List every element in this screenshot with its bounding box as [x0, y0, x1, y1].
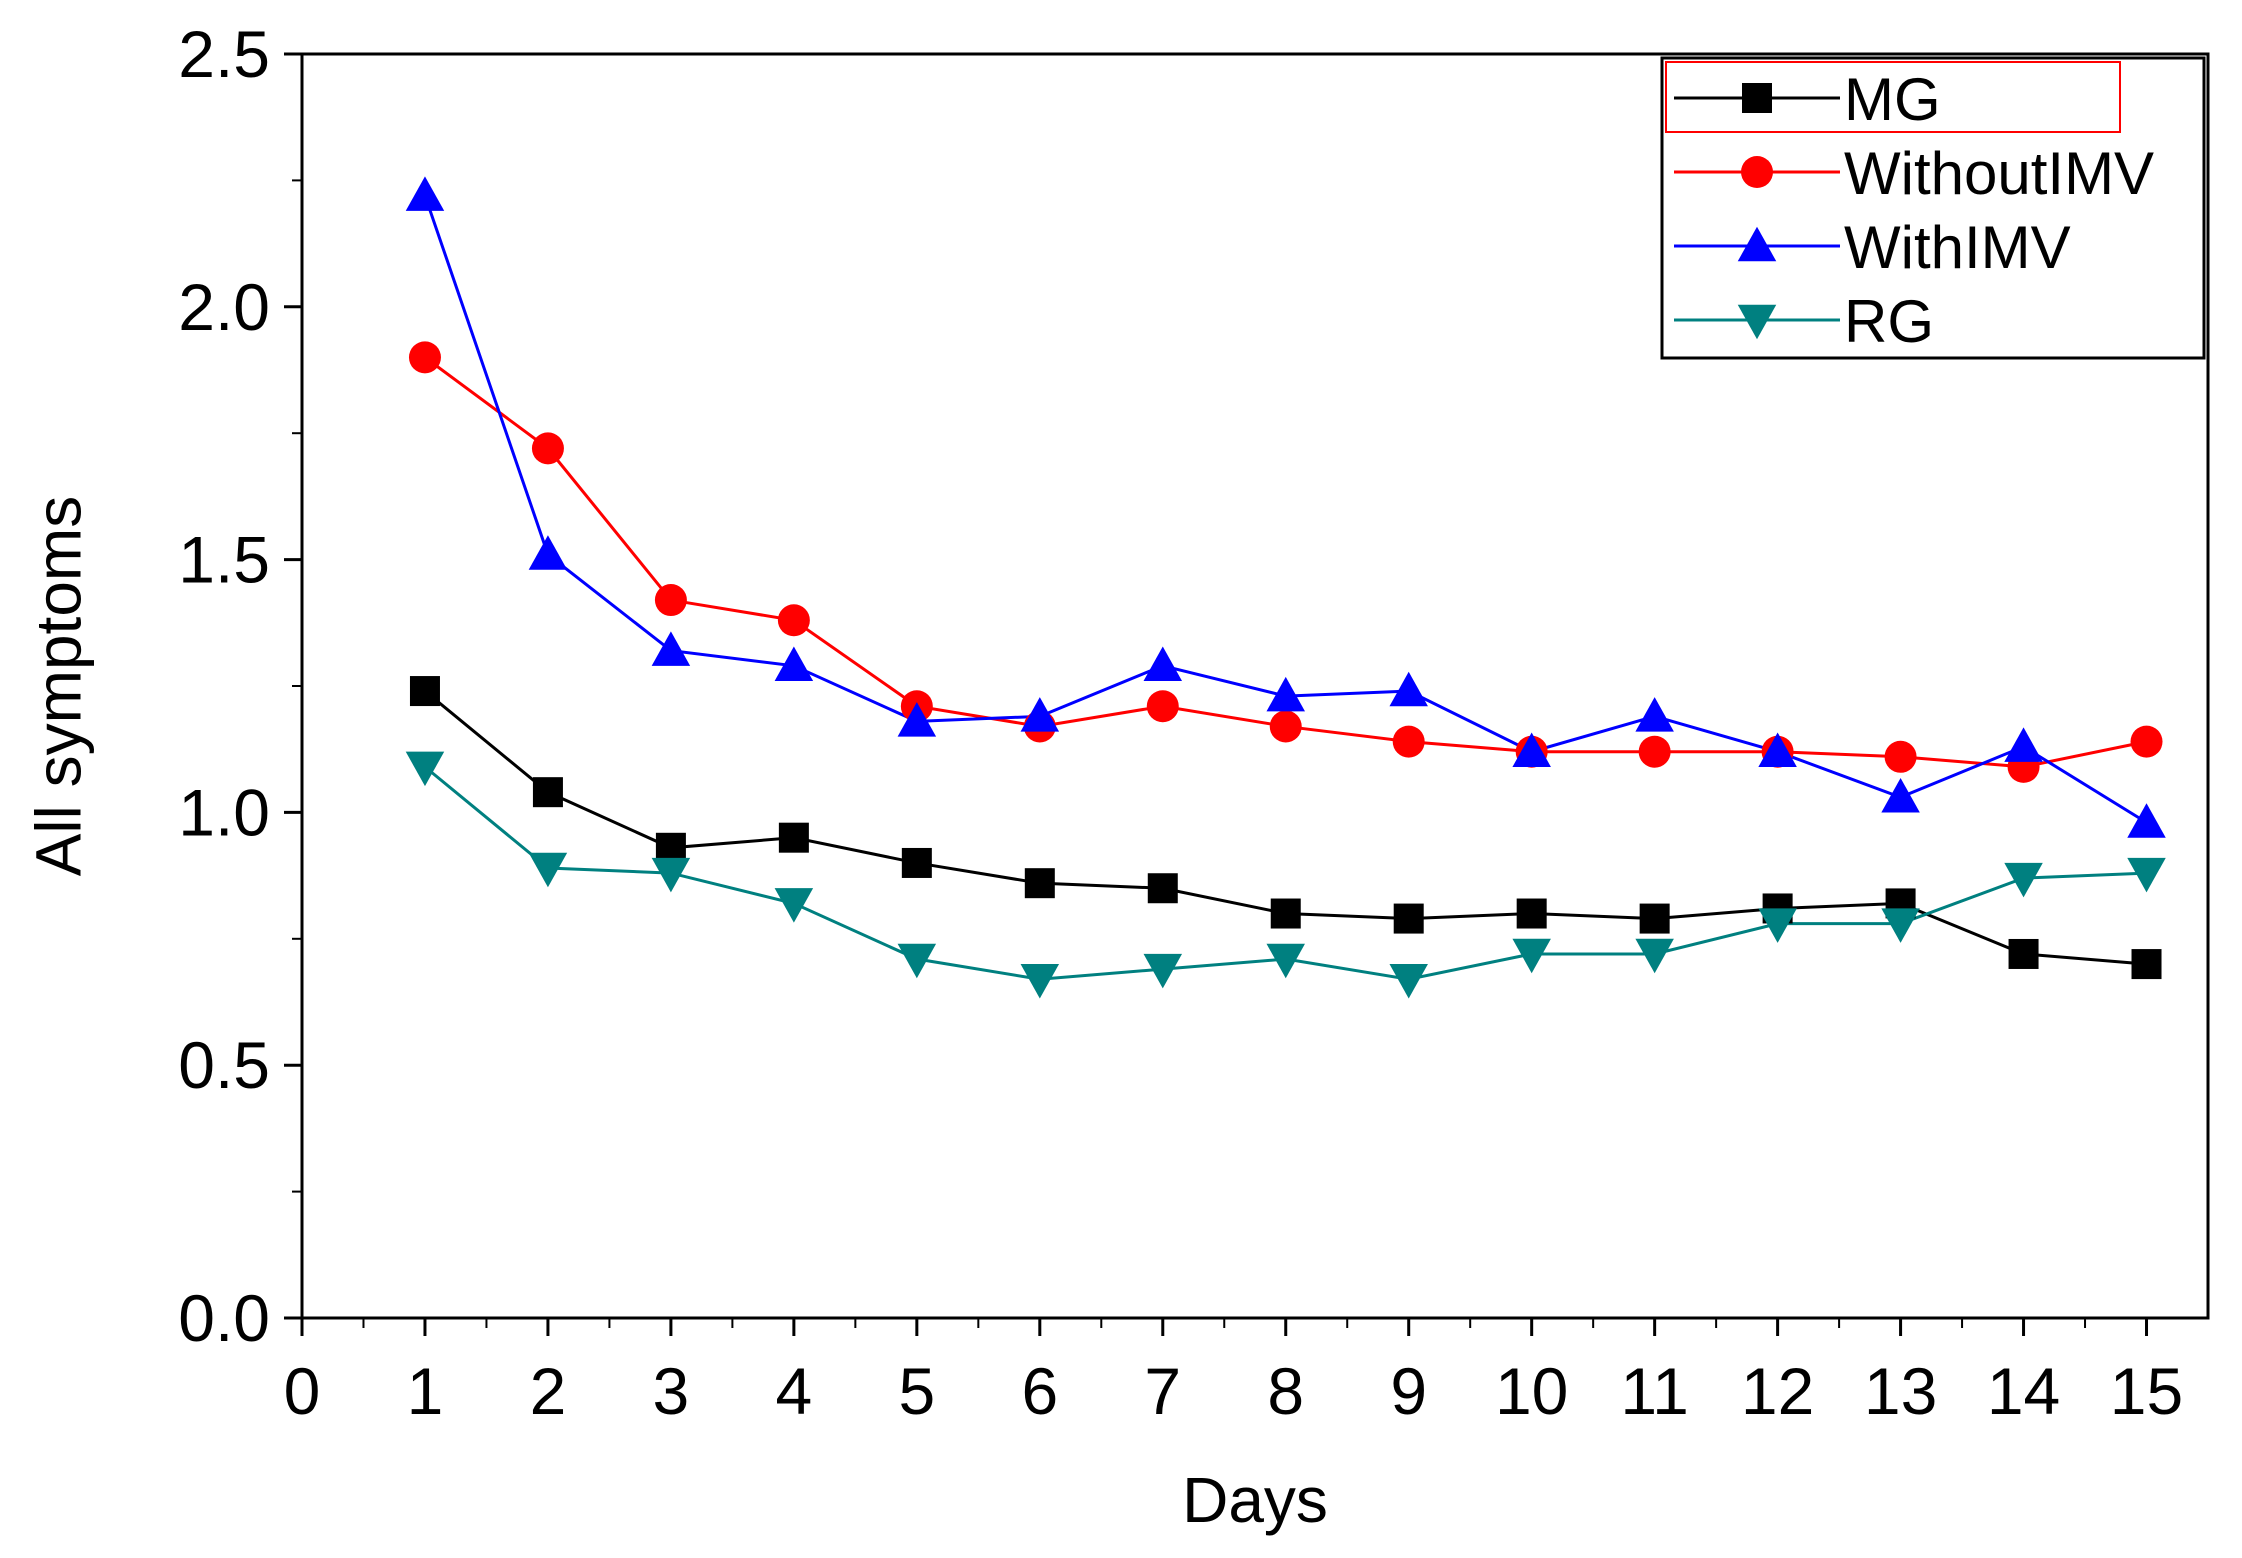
y-tick-label: 0.5 [178, 1028, 270, 1102]
data-point-withimv [2004, 727, 2043, 762]
legend-label-withoutimv: WithoutIMV [1844, 140, 2154, 207]
data-point-mg [901, 847, 932, 878]
data-point-mg [1639, 903, 1670, 934]
data-point-withimv [651, 631, 691, 666]
data-point-withimv [774, 646, 814, 682]
y-axis-title: All symptoms [22, 496, 94, 877]
x-tick-label: 3 [653, 1354, 690, 1428]
legend-label-withimv: WithIMV [1844, 214, 2071, 281]
legend-label-mg: MG [1844, 66, 1941, 133]
data-point-mg [2131, 949, 2162, 980]
x-tick-label: 10 [1495, 1354, 1568, 1428]
data-point-withimv [1389, 671, 1428, 707]
data-point-mg [1516, 898, 1547, 929]
data-point-withimv [1635, 697, 1674, 732]
data-point-withoutimv [1638, 735, 1671, 768]
x-tick-label: 2 [530, 1354, 567, 1428]
data-point-withimv [405, 176, 445, 211]
x-tick-label: 1 [407, 1354, 444, 1428]
x-tick-label: 13 [1864, 1354, 1937, 1428]
data-point-withimv [1266, 676, 1305, 712]
data-point-rg [1512, 938, 1551, 974]
data-point-rg [2127, 857, 2166, 893]
data-point-rg [1758, 908, 1797, 943]
legend-marker-withoutimv [1741, 156, 1773, 188]
data-point-withoutimv [2130, 725, 2163, 758]
data-point-withoutimv [408, 341, 441, 374]
data-point-withimv [2127, 803, 2166, 838]
data-point-mg [1024, 868, 1055, 899]
data-point-mg [1147, 873, 1178, 904]
x-tick-label: 4 [776, 1354, 813, 1428]
data-point-withimv [528, 535, 568, 570]
data-point-rg [528, 852, 568, 888]
y-tick-label: 0.0 [178, 1281, 270, 1355]
y-tick-label: 2.5 [178, 17, 270, 91]
data-point-withimv [897, 702, 937, 737]
data-point-mg [778, 822, 809, 853]
data-point-withimv [1020, 697, 1060, 732]
data-point-withimv [1512, 732, 1551, 767]
x-tick-label: 6 [1021, 1354, 1058, 1428]
data-point-withoutimv [531, 432, 564, 465]
data-point-rg [1020, 963, 1060, 999]
data-point-mg [532, 777, 563, 808]
x-tick-label: 5 [898, 1354, 935, 1428]
data-point-withoutimv [654, 584, 687, 617]
data-point-withimv [1758, 732, 1797, 767]
x-tick-label: 15 [2110, 1354, 2183, 1428]
legend-marker-withimv [1737, 226, 1777, 262]
legend-highlight [1665, 61, 2121, 133]
data-point-mg [1393, 903, 1424, 934]
legend-marker-rg [1737, 304, 1777, 340]
y-tick-label: 1.5 [178, 523, 270, 597]
data-point-withoutimv [1392, 725, 1425, 758]
legend-label-rg: RG [1844, 288, 1934, 355]
x-tick-label: 14 [1987, 1354, 2060, 1428]
data-point-rg [774, 888, 814, 923]
data-point-withimv [1881, 777, 1920, 813]
data-point-rg [1389, 963, 1428, 999]
data-point-rg [405, 751, 445, 787]
x-tick-label: 0 [284, 1354, 321, 1428]
y-tick-label: 2.0 [178, 270, 270, 344]
data-point-rg [1635, 938, 1674, 974]
x-axis-title: Days [1182, 1464, 1328, 1536]
y-tick-label: 1.0 [178, 775, 270, 849]
data-point-withoutimv [777, 604, 810, 637]
data-point-rg [1266, 943, 1305, 979]
data-point-rg [651, 857, 691, 893]
data-point-withimv [1143, 646, 1183, 682]
data-point-withoutimv [1269, 710, 1302, 743]
data-point-mg [409, 676, 440, 707]
data-point-withoutimv [1884, 740, 1917, 773]
data-point-withoutimv [1146, 690, 1179, 723]
data-point-rg [2004, 862, 2043, 898]
data-point-rg [1881, 908, 1920, 943]
legend-marker-mg [1742, 83, 1772, 113]
x-tick-label: 9 [1390, 1354, 1427, 1428]
x-tick-label: 12 [1741, 1354, 1814, 1428]
x-tick-label: 7 [1144, 1354, 1181, 1428]
x-tick-label: 11 [1620, 1354, 1689, 1428]
data-point-rg [1143, 953, 1183, 989]
data-point-mg [1270, 898, 1301, 929]
data-point-mg [655, 832, 686, 863]
data-point-mg [2008, 938, 2039, 969]
x-tick-label: 8 [1267, 1354, 1304, 1428]
data-point-rg [897, 943, 937, 979]
